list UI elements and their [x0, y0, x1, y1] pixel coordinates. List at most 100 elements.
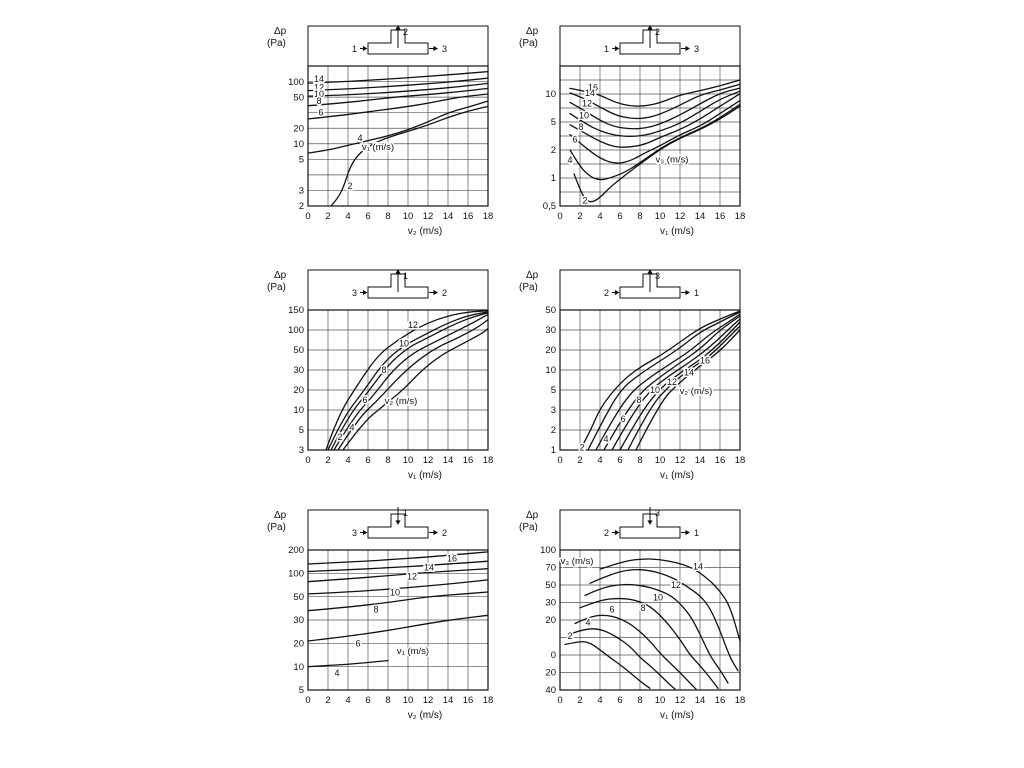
x-tick-label: 16 [715, 211, 726, 222]
x-tick-label: 16 [715, 455, 726, 466]
curve-label-12: 12 [314, 82, 324, 92]
x-tick-label: 14 [443, 455, 454, 466]
x-tick-label: 6 [617, 695, 622, 706]
x-tick-label: 14 [695, 695, 706, 706]
curve-label-4: 4 [567, 155, 572, 165]
x-tick-label: 2 [577, 211, 582, 222]
curve-label-14: 14 [693, 561, 703, 571]
x-tick-label: 4 [345, 211, 350, 222]
curve-label-10: 10 [650, 385, 660, 395]
y-tick-label: 30 [293, 365, 304, 376]
curve-label-6: 6 [362, 395, 367, 405]
x-tick-label: 4 [345, 455, 350, 466]
family-parameter-label: v₂ (m/s) [680, 386, 713, 397]
curve-14 [599, 558, 741, 642]
chart-group: Δp(Pa) 1 3 2 200 100 50 30 20 10 50 2 4 6 8 10 12 14 16 18 v… [267, 507, 493, 721]
x-tick-label: 14 [443, 695, 454, 706]
curve-4 [587, 311, 741, 451]
x-tick-label: 4 [597, 211, 602, 222]
y-tick-label: 5 [551, 385, 556, 396]
y-axis-caption: Δp [526, 26, 539, 37]
x-tick-label: 2 [577, 455, 582, 466]
x-tick-label: 8 [385, 695, 390, 706]
curve-2 [564, 641, 651, 689]
family-parameter-label: v₃ (m/s) [561, 556, 594, 567]
x-axis-label: v₁ (m/s) [660, 226, 694, 237]
x-tick-label: 2 [325, 211, 330, 222]
x-tick-label: 10 [403, 695, 414, 706]
y-tick-label: 2 [299, 201, 304, 212]
tee-junction-icon: 2 1 3 [604, 25, 699, 55]
x-tick-label: 6 [365, 695, 370, 706]
curve-label-10: 10 [390, 587, 400, 597]
y-axis-caption-units: (Pa) [267, 522, 286, 533]
curve-label-12: 12 [582, 98, 592, 108]
tee-right-label: 2 [442, 288, 447, 298]
curve-8 [579, 597, 719, 689]
curve-16 [569, 79, 741, 107]
y-tick-label: 10 [293, 139, 304, 150]
curve-2 [330, 105, 489, 207]
x-tick-label: 12 [675, 695, 686, 706]
family-parameter-label: v₁ (m/s) [362, 142, 394, 153]
curve-label-4: 4 [349, 423, 354, 433]
x-tick-label: 6 [617, 211, 622, 222]
tee-junction-icon: 1 3 2 [352, 507, 447, 539]
x-tick-label: 10 [403, 455, 414, 466]
x-tick-label: 0 [305, 695, 310, 706]
y-axis-caption-units: (Pa) [519, 282, 538, 293]
curve-4 [337, 318, 489, 451]
y-tick-label: 100 [288, 77, 304, 88]
curve-8 [307, 87, 489, 107]
curve-label-2: 2 [347, 181, 352, 191]
y-axis-caption-units: (Pa) [519, 522, 538, 533]
x-tick-label: 0 [557, 455, 562, 466]
x-axis-label: v₁ (m/s) [660, 470, 694, 481]
curve-12 [589, 568, 739, 672]
tee-left-label: 1 [604, 44, 609, 54]
tee-top-label: 1 [403, 271, 408, 281]
curve-10 [307, 579, 489, 595]
y-tick-label: 10 [545, 365, 556, 376]
curve-label-10: 10 [399, 339, 409, 349]
x-tick-label: 0 [305, 211, 310, 222]
curve-label-6: 6 [620, 414, 625, 424]
curve-label-12: 12 [671, 580, 681, 590]
tee-top-label: 2 [403, 27, 408, 37]
tee-top-label: 3 [655, 508, 660, 518]
x-axis-label: v₂ (m/s) [408, 226, 442, 237]
y-tick-label: 3 [299, 445, 304, 456]
curve-10 [584, 583, 729, 684]
curve-4 [307, 100, 489, 154]
curve-8 [307, 591, 489, 612]
x-axis-label: v₂ (m/s) [408, 710, 442, 721]
curve-label-14: 14 [424, 562, 434, 572]
x-tick-label: 2 [325, 455, 330, 466]
y-tick-label: 10 [545, 89, 556, 100]
x-tick-label: 14 [443, 211, 454, 222]
y-tick-label: 50 [545, 580, 556, 591]
x-tick-label: 10 [655, 695, 666, 706]
x-tick-label: 18 [483, 455, 494, 466]
y-tick-label: 3 [299, 186, 304, 197]
curve-label-4: 4 [603, 434, 608, 444]
tee-right-label: 3 [694, 44, 699, 54]
y-tick-label: 20 [545, 345, 556, 356]
y-tick-label: 5 [299, 685, 304, 696]
curve-6 [569, 99, 741, 164]
tee-junction-icon: 3 2 1 [604, 269, 699, 299]
tee-junction-icon: 2 1 3 [352, 25, 447, 55]
tee-left-label: 2 [604, 528, 609, 538]
curve-12 [619, 321, 741, 451]
curve-label-6: 6 [318, 107, 323, 117]
curve-label-6: 6 [572, 135, 577, 145]
x-axis-label: v₁ (m/s) [660, 710, 694, 721]
curve-label-16: 16 [700, 355, 710, 365]
x-tick-label: 18 [735, 455, 746, 466]
